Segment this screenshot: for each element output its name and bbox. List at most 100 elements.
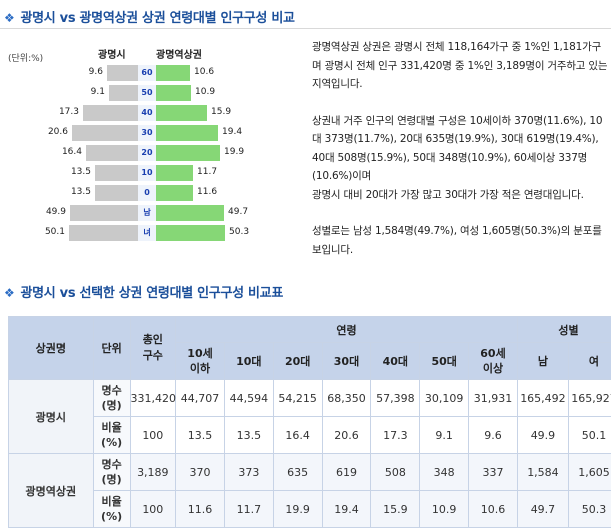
section-title-comparison: ❖ 광명시 vs 광명역상권 상권 연령대별 인구구성 비교 <box>4 11 295 26</box>
right-bar <box>156 125 218 141</box>
left-value-label: 9.1 <box>90 87 105 97</box>
right-bar <box>156 105 207 121</box>
left-bar <box>83 105 138 121</box>
value-cell: 10.9 <box>419 490 470 528</box>
right-bar <box>156 65 190 81</box>
left-value-label: 20.6 <box>47 127 68 137</box>
left-bar <box>95 185 138 201</box>
left-value-label: 9.6 <box>88 67 103 77</box>
metric-cell: 명수 (명) <box>92 379 131 417</box>
pyramid-age-row: 60 9.6 10.6 <box>0 64 300 82</box>
header-age-bracket: 60세 이상 <box>468 342 518 380</box>
header-age-bracket: 20대 <box>272 342 323 380</box>
value-cell: 3,189 <box>129 453 177 491</box>
value-cell: 31,931 <box>468 379 518 417</box>
right-bar <box>156 85 191 101</box>
value-cell: 373 <box>223 453 274 491</box>
left-value-label: 49.9 <box>45 207 66 217</box>
description-summary: 광명역상권 상권은 광명시 전체 118,164가구 중 1%인 1,181가구… <box>312 41 608 90</box>
left-bar <box>72 125 138 141</box>
description-gender: 성별로는 남성 1,584명(49.7%), 여성 1,605명(50.3%)의… <box>312 225 602 256</box>
value-cell: 100 <box>129 490 177 528</box>
value-cell: 54,215 <box>272 379 323 417</box>
value-cell: 57,398 <box>370 379 421 417</box>
pyramid-right-header: 광명역상권 <box>156 50 202 61</box>
pyramid-age-row: 30 20.6 19.4 <box>0 124 300 142</box>
left-value-label: 13.5 <box>70 167 91 177</box>
value-cell: 11.7 <box>223 490 274 528</box>
value-cell: 10.6 <box>468 490 518 528</box>
bar-category-label: 40 <box>138 105 156 121</box>
value-cell: 165,927 <box>567 379 611 417</box>
left-value-label: 16.4 <box>61 147 82 157</box>
value-cell: 19.4 <box>321 490 372 528</box>
left-value-label: 17.3 <box>58 107 79 117</box>
bar-category-label: 남 <box>138 205 156 221</box>
header-age: 연령 <box>175 316 518 343</box>
left-value-label: 50.1 <box>44 227 65 237</box>
header-unit: 단위 <box>92 316 131 380</box>
right-bar <box>156 205 224 221</box>
bar-category-label: 0 <box>138 185 156 201</box>
pyramid-gender-row: 녀 50.1 50.3 <box>0 224 300 242</box>
value-cell: 9.6 <box>468 416 518 454</box>
value-cell: 1,584 <box>516 453 569 491</box>
value-cell: 16.4 <box>272 416 323 454</box>
pyramid-age-row: 10 13.5 11.7 <box>0 164 300 182</box>
description-text: 광명역상권 상권은 광명시 전체 118,164가구 중 1%인 1,181가구… <box>312 38 608 277</box>
value-cell: 20.6 <box>321 416 372 454</box>
population-table: 상권명 단위 총인 구수 연령 성별 10세 이하 10대 20대 30대 40대 50대… <box>8 316 611 528</box>
value-cell: 17.3 <box>370 416 421 454</box>
left-bar <box>107 65 138 81</box>
left-bar <box>70 205 138 221</box>
bar-category-label: 10 <box>138 165 156 181</box>
left-bar <box>69 225 138 241</box>
metric-cell: 명수 (명) <box>92 453 131 491</box>
right-value-label: 11.6 <box>197 187 218 197</box>
section-title-table: ❖ 광명시 vs 선택한 상권 연령대별 인구구성 비교표 <box>4 286 283 301</box>
right-value-label: 10.6 <box>194 67 215 77</box>
value-cell: 337 <box>468 453 518 491</box>
value-cell: 50.1 <box>567 416 611 454</box>
value-cell: 348 <box>419 453 470 491</box>
value-cell: 165,492 <box>516 379 569 417</box>
value-cell: 49.7 <box>516 490 569 528</box>
diamond-bullet-icon: ❖ <box>4 286 15 300</box>
header-age-bracket: 50대 <box>419 342 470 380</box>
value-cell: 508 <box>370 453 421 491</box>
value-cell: 635 <box>272 453 323 491</box>
value-cell: 44,594 <box>223 379 274 417</box>
right-value-label: 50.3 <box>229 227 250 237</box>
right-value-label: 49.7 <box>228 207 249 217</box>
metric-cell: 비율 (%) <box>92 416 131 454</box>
value-cell: 44,707 <box>175 379 225 417</box>
table-row: 비율 (%) 100 11.6 11.7 19.9 19.4 15.9 10.9 10.6 49.… <box>9 490 611 528</box>
metric-cell: 비율 (%) <box>92 490 131 528</box>
header-gender: 성별 <box>516 316 611 343</box>
left-bar <box>86 145 138 161</box>
right-bar <box>156 225 225 241</box>
value-cell: 370 <box>175 453 225 491</box>
table-row: 비율 (%) 100 13.5 13.5 16.4 20.6 17.3 9.1 9.6 49.9 5… <box>9 416 611 454</box>
right-value-label: 10.9 <box>195 87 216 97</box>
bar-category-label: 녀 <box>138 225 156 241</box>
left-bar <box>109 85 138 101</box>
table-row: 광명역상권 명수 (명) 3,189 370 373 635 619 508 348 337 1,5… <box>8 453 611 528</box>
value-cell: 68,350 <box>321 379 372 417</box>
right-value-label: 11.7 <box>197 167 218 177</box>
area-name-cell: 광명역상권 <box>8 453 94 528</box>
value-cell: 50.3 <box>567 490 611 528</box>
value-cell: 15.9 <box>370 490 421 528</box>
value-cell: 619 <box>321 453 372 491</box>
left-value-label: 13.5 <box>70 187 91 197</box>
header-age-bracket: 10세 이하 <box>175 342 225 380</box>
description-age-composition: 상권내 거주 인구의 연령대별 구성은 10세이하 370명(11.6%), 1… <box>312 114 603 201</box>
pyramid-age-row: 20 16.4 19.9 <box>0 144 300 162</box>
value-cell: 100 <box>129 416 177 454</box>
value-cell: 9.1 <box>419 416 470 454</box>
area-name-cell: 광명시 <box>8 379 94 454</box>
left-bar <box>95 165 138 181</box>
value-cell: 19.9 <box>272 490 323 528</box>
right-bar <box>156 165 193 181</box>
header-gender-col: 남 <box>516 342 569 380</box>
